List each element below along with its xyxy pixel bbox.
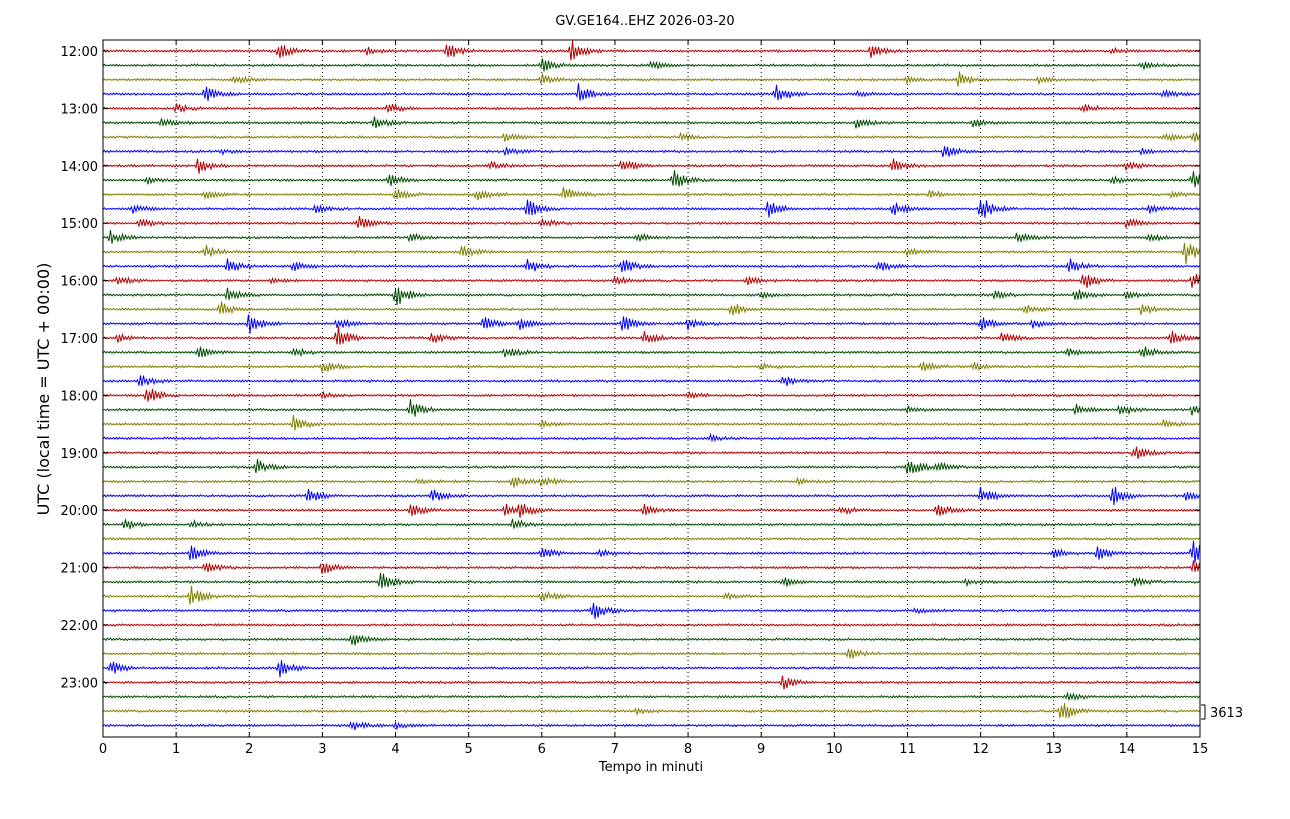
seismic-trace	[102, 116, 1200, 129]
chart-title: GV.GE164..EHZ 2026-03-20	[555, 14, 734, 29]
seismic-trace	[102, 361, 1200, 372]
x-tick-label: 3	[318, 742, 326, 757]
x-tick-label: 1	[172, 742, 180, 757]
seismic-trace	[102, 187, 1200, 201]
x-axis-ticks: 0 1 2 3 4 5 6 7 8 9 10 11 12 13 14 15	[99, 40, 1208, 757]
seismic-trace	[102, 326, 1200, 345]
seismic-trace	[102, 432, 1200, 443]
seismic-trace	[102, 703, 1200, 719]
y-tick-label: 21:00	[61, 562, 98, 577]
y-tick-label: 22:00	[61, 619, 98, 634]
x-tick-label: 7	[611, 742, 619, 757]
scale-label: 3613	[1210, 706, 1243, 721]
seismic-trace	[102, 199, 1200, 218]
x-tick-label: 0	[99, 742, 107, 757]
seismic-trace	[102, 660, 1200, 678]
trace-group	[102, 40, 1200, 731]
x-tick-label: 8	[684, 742, 692, 757]
y-tick-label: 20:00	[61, 504, 98, 519]
x-tick-label: 9	[757, 742, 765, 757]
seismic-trace	[102, 459, 1200, 474]
seismic-trace	[102, 504, 1200, 518]
seismic-trace	[102, 314, 1200, 334]
x-tick-label: 2	[245, 742, 253, 757]
seismic-trace	[102, 622, 1200, 628]
x-tick-label: 11	[899, 742, 916, 757]
seismic-trace	[102, 675, 1200, 690]
seismic-trace	[102, 691, 1200, 701]
seismic-trace	[102, 399, 1200, 417]
seismic-trace	[102, 40, 1200, 61]
x-tick-label: 6	[538, 742, 546, 757]
seismic-trace	[102, 58, 1200, 72]
x-tick-label: 14	[1119, 742, 1136, 757]
seismic-trace	[102, 83, 1200, 101]
seismic-trace	[102, 146, 1200, 158]
seismic-trace	[102, 375, 1200, 386]
y-tick-label: 18:00	[61, 389, 98, 404]
seismic-trace	[102, 720, 1200, 731]
seismic-trace	[102, 486, 1200, 506]
seismic-trace	[102, 301, 1200, 316]
seismic-trace	[102, 585, 1200, 605]
seismic-trace	[102, 274, 1200, 288]
vertical-gridlines	[175, 40, 1128, 737]
seismic-trace	[102, 71, 1200, 87]
seismic-trace	[102, 229, 1200, 244]
x-tick-label: 15	[1192, 742, 1209, 757]
y-axis-label: UTC (local time = UTC + 00:00)	[34, 263, 53, 516]
y-axis-ticks: 12:00 13:00 14:00 15:00 16:00 17:00 18:00 19:00…	[61, 45, 1200, 691]
scale-bar	[1201, 704, 1206, 720]
seismic-trace	[102, 102, 1200, 114]
x-axis-label: Tempo in minuti	[598, 760, 703, 775]
seismic-trace	[102, 258, 1200, 273]
seismic-trace	[102, 170, 1200, 188]
y-tick-label: 16:00	[61, 275, 98, 290]
seismic-trace	[102, 476, 1200, 488]
y-tick-label: 17:00	[61, 332, 98, 347]
x-tick-label: 4	[391, 742, 399, 757]
seismic-trace	[102, 158, 1200, 174]
x-tick-label: 5	[465, 742, 473, 757]
seismic-trace	[102, 536, 1200, 542]
seismic-trace	[102, 446, 1200, 459]
y-tick-label: 19:00	[61, 447, 98, 462]
seismic-trace	[102, 560, 1200, 574]
x-tick-label: 13	[1045, 742, 1062, 757]
plot-frame	[102, 39, 1201, 738]
seismic-trace	[102, 634, 1200, 646]
y-tick-label: 23:00	[61, 676, 98, 691]
seismic-trace	[102, 388, 1200, 402]
seismic-trace	[102, 346, 1200, 358]
y-tick-label: 14:00	[61, 160, 98, 175]
seismic-trace	[102, 602, 1200, 620]
seismic-trace	[102, 518, 1200, 529]
seismic-trace	[102, 648, 1200, 659]
seismic-trace	[102, 287, 1200, 306]
seismic-trace	[102, 242, 1200, 265]
y-tick-label: 13:00	[61, 102, 98, 117]
seismic-trace	[102, 215, 1200, 229]
seismic-trace	[102, 131, 1200, 143]
seismic-trace	[102, 572, 1200, 589]
y-tick-label: 12:00	[61, 45, 98, 60]
seismic-trace	[102, 540, 1200, 563]
y-tick-label: 15:00	[61, 217, 98, 232]
seismic-trace	[102, 414, 1200, 431]
x-tick-label: 10	[826, 742, 843, 757]
x-tick-label: 12	[972, 742, 989, 757]
